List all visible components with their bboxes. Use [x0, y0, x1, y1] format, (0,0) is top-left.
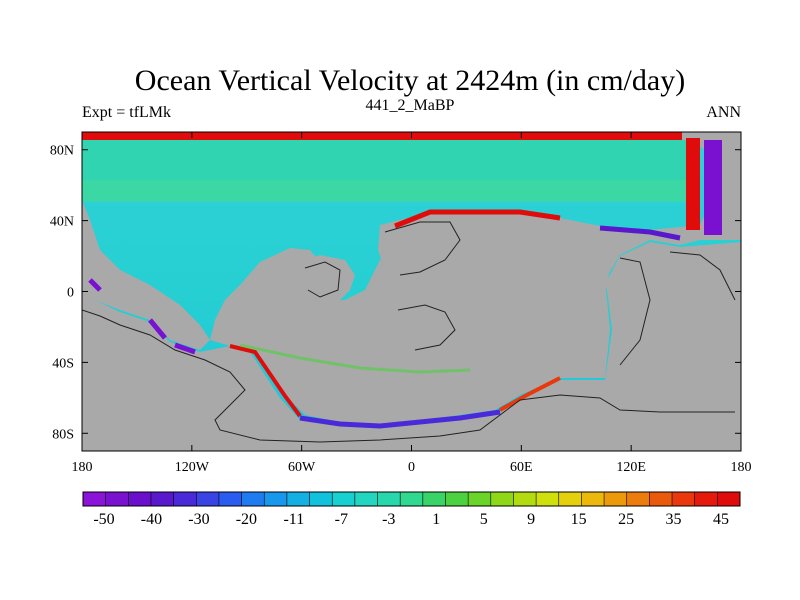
colorbar-label: 35 [666, 511, 682, 528]
colorbar-label: -50 [93, 511, 114, 528]
midlat-red-arc [394, 209, 561, 229]
colorbar-swatch [196, 492, 220, 506]
atlantic-land [298, 255, 355, 302]
colorbar-swatch [286, 492, 311, 506]
northeast-red-column [686, 138, 700, 230]
x-tick-label: 180 [731, 460, 752, 475]
west-blue-patches [88, 278, 196, 355]
y-tick-label: 40S [52, 356, 74, 371]
colorbar-swatch [468, 492, 492, 506]
x-tick-label: 120W [175, 460, 210, 475]
colorbar-swatch [218, 492, 243, 506]
colorbar-label: 9 [527, 511, 535, 528]
colorbar-frame [82, 491, 741, 507]
coastline-east [619, 257, 651, 366]
colorbar-swatch [309, 492, 333, 506]
colorbar-label: 25 [618, 511, 634, 528]
colorbar-label: 15 [571, 511, 587, 528]
colorbar-swatch [694, 492, 718, 506]
colorbar-swatch [241, 492, 265, 506]
colorbar-label: -11 [283, 511, 304, 528]
x-tick-label: 120E [616, 460, 646, 475]
colorbar-swatch [649, 492, 673, 506]
y-tick-label: 80N [50, 144, 74, 159]
y-tick-label: 80S [52, 427, 74, 442]
southern-red-arc [229, 344, 302, 418]
colorbar-swatch [490, 492, 514, 506]
y-axis: 80N 40N 0 40S 80S [50, 144, 741, 442]
season-label: ANN [706, 104, 741, 121]
northeast-purple-column [704, 140, 722, 235]
coastline-south [82, 309, 735, 443]
coastal-anomalies [82, 132, 722, 429]
colorbar-label: -3 [382, 511, 395, 528]
colorbar-label: -40 [141, 511, 162, 528]
coastline-atlantic [304, 261, 341, 298]
coastlines [82, 221, 736, 443]
southern-blue-arc [299, 409, 501, 429]
colorbar-swatch [377, 492, 401, 506]
colorbar-swatch [400, 492, 424, 506]
x-tick-label: 180 [72, 460, 93, 475]
colorbar-label: -30 [188, 511, 209, 528]
colorbar-swatch [604, 492, 628, 506]
southern-mixed-arc [499, 376, 561, 412]
colorbar-swatch [513, 492, 537, 506]
x-axis: 180 120W 60W 0 60E 120E 180 [72, 132, 752, 475]
colorbar-swatch [83, 492, 107, 506]
colorbar-swatch [264, 492, 288, 506]
colorbar-swatch [422, 492, 446, 506]
colorbar-swatch [128, 492, 152, 506]
colorbar-label: 1 [432, 511, 440, 528]
south-america-land [82, 242, 741, 451]
tropical-green-streak [239, 343, 471, 374]
colorbar-label: -7 [335, 511, 348, 528]
north-red-strip [82, 132, 682, 140]
colorbar-swatch [105, 492, 129, 506]
east-land [485, 228, 612, 376]
colorbar-swatch [173, 492, 197, 506]
north-lighter-band [82, 180, 692, 202]
map-panel [82, 132, 741, 451]
x-tick-label: 0 [408, 460, 415, 475]
midlat-blue-arc [599, 225, 681, 241]
chart-title: Ocean Vertical Velocity at 2424m (in cm/… [135, 64, 685, 97]
coastline-far-east [669, 251, 736, 301]
indian-land [392, 295, 465, 355]
coastline-central [384, 221, 461, 276]
colorbar-swatch [626, 492, 650, 506]
x-tick-label: 60W [288, 460, 316, 475]
colorbar-labels: -50 -40 -30 -20 -11 -7 -3 1 5 9 15 25 35 45 [93, 511, 729, 528]
colorbar-swatch [332, 492, 356, 506]
colorbar-swatch [672, 492, 696, 506]
experiment-label: Expt = tfLMk [82, 104, 171, 121]
colorbar-swatch [536, 492, 560, 506]
y-tick-label: 40N [50, 215, 74, 230]
colorbar-swatch [150, 492, 175, 506]
colorbar-swatch [558, 492, 582, 506]
colorbar-swatch [581, 492, 605, 506]
colorbar-swatch [354, 492, 379, 506]
x-tick-label: 60E [510, 460, 533, 475]
y-tick-label: 0 [67, 286, 74, 301]
colorbar-label: -20 [236, 511, 257, 528]
colorbar-swatch [717, 492, 741, 506]
coastline-indian [397, 304, 456, 351]
central-land [378, 215, 470, 290]
age-label: 441_2_MaBP [366, 97, 455, 114]
colorbar-swatch [445, 492, 469, 506]
colorbar-label: 5 [480, 511, 488, 528]
colorbar-label: 45 [713, 511, 729, 528]
colorbar [82, 491, 741, 507]
